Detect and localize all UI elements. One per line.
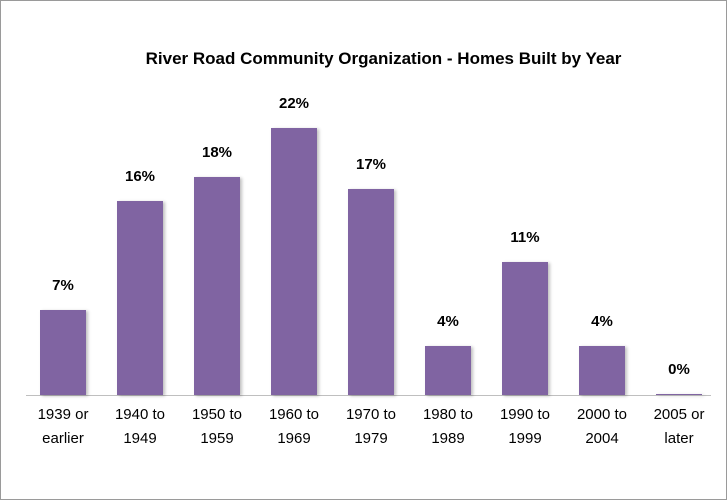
- data-label: 17%: [355, 155, 387, 173]
- bar: [656, 393, 702, 395]
- bar: [579, 346, 625, 395]
- bar: [117, 200, 163, 395]
- data-label: 11%: [510, 228, 540, 246]
- category-axis: [26, 395, 711, 396]
- bar: [348, 188, 394, 395]
- bar: [425, 346, 471, 395]
- x-tick-label: 1939 or earlier: [37, 406, 89, 447]
- x-tick-label: 1960 to 1969: [268, 406, 320, 447]
- x-tick-label: 1970 to 1979: [345, 406, 397, 447]
- data-label: 18%: [201, 143, 233, 161]
- x-tick-label: 1950 to 1959: [191, 406, 243, 447]
- data-label: 4%: [591, 313, 613, 331]
- data-label: 4%: [437, 313, 459, 331]
- data-label: 22%: [278, 95, 310, 112]
- data-label: 7%: [52, 277, 74, 295]
- bar: [40, 310, 86, 395]
- data-label: 16%: [124, 167, 156, 185]
- bar: [502, 261, 548, 395]
- x-tick-label: 1980 to 1989: [422, 406, 474, 447]
- x-tick-label: 1940 to 1949: [114, 406, 166, 447]
- x-tick-label: 1990 to 1999: [499, 406, 551, 447]
- bar: [271, 128, 317, 395]
- x-tick-label: 2005 or later: [653, 406, 705, 447]
- chart-title: River Road Community Organization - Home…: [145, 49, 622, 68]
- x-tick-label: 2000 to 2004: [576, 406, 628, 447]
- data-label: 0%: [668, 360, 690, 378]
- bar: [194, 176, 240, 395]
